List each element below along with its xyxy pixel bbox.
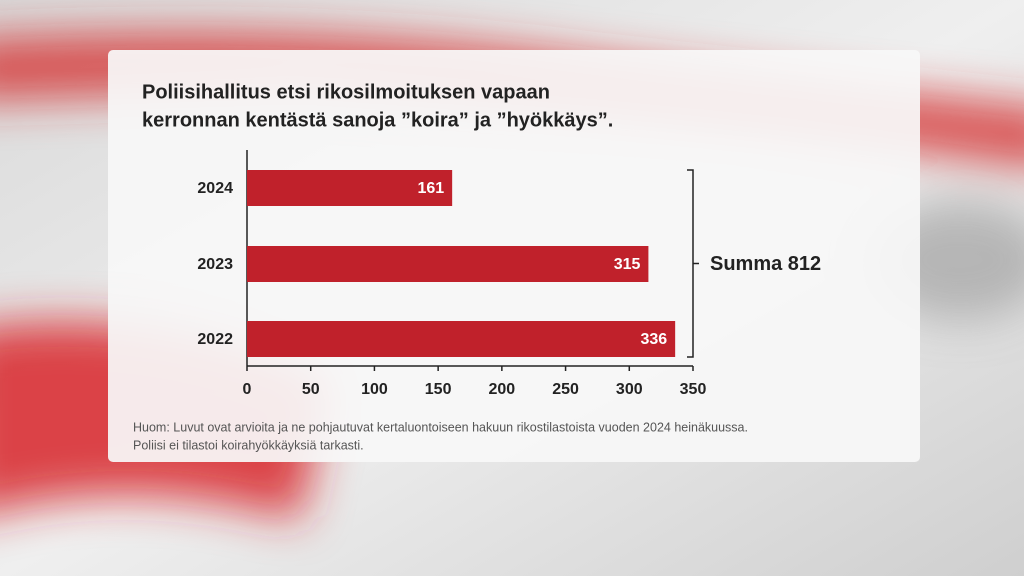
x-tick-label: 250 [552,381,579,398]
y-tick-label: 2024 [197,180,233,197]
bracket [687,169,699,358]
y-tick-label: 2023 [197,256,233,273]
note: Poliisi ei tilastoi koirahyökkäyksiä tar… [133,438,364,452]
chart-title: Poliisihallitus etsi rikosilmoituksen va… [142,81,550,103]
chart-title: kerronnan kentästä sanoja ”koira” ja ”hy… [142,109,613,131]
x-tick-label: 300 [616,381,643,398]
value-label: 161 [417,180,444,197]
y-tick-label: 2022 [197,331,233,348]
x-tick-label: 200 [489,381,516,398]
x-tick-label: 50 [302,381,320,398]
x-tick-label: 150 [425,381,452,398]
x-tick-label: 100 [361,381,388,398]
value-label: 315 [614,256,641,273]
bar [247,246,649,282]
x-tick-label: 350 [680,381,707,398]
x-tick-label: 0 [243,381,252,398]
bar [247,170,453,206]
value-label: 336 [640,331,667,348]
bar [247,321,676,357]
note: Huom: Luvut ovat arvioita ja ne pohjautu… [133,420,748,434]
annotation: Summa 812 [710,253,821,275]
